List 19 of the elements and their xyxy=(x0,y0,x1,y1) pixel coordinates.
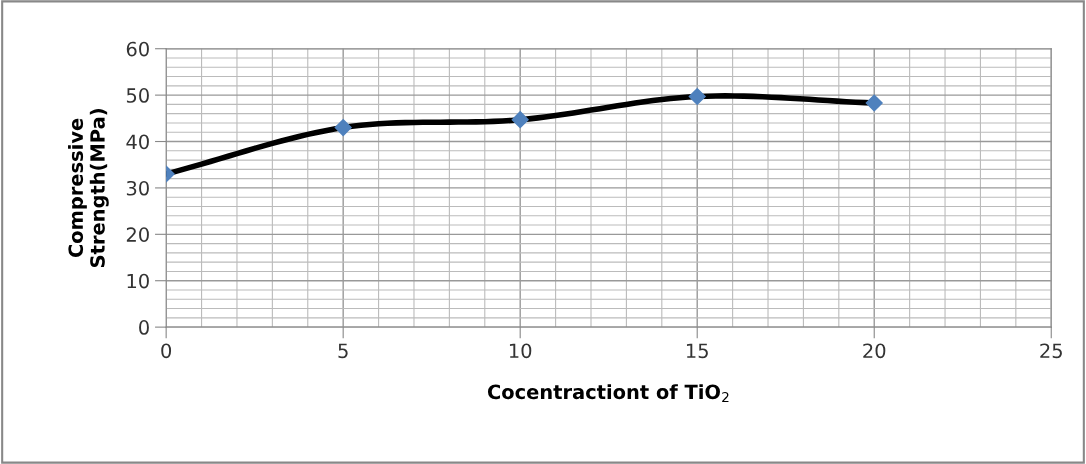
point xyxy=(511,111,529,129)
x-tick-label: 0 xyxy=(161,343,172,359)
x-axis-title: Cocentractiont of TiO$_{2}$ xyxy=(487,384,729,403)
y-tick-label: 50 xyxy=(126,88,149,103)
point xyxy=(334,119,352,137)
x-tick-label: 15 xyxy=(686,343,708,359)
y-tick-label: 60 xyxy=(126,41,149,57)
x-tick-label: 20 xyxy=(863,343,886,359)
point xyxy=(688,87,706,106)
x-tick-label: 5 xyxy=(338,343,348,359)
y-tick-label: 30 xyxy=(126,180,149,196)
y-axis-title: Compressive Strength(MPa) xyxy=(68,109,109,267)
point xyxy=(865,94,883,112)
y-tick-label: 0 xyxy=(139,320,149,335)
x-tick-label: 10 xyxy=(509,343,532,359)
y-tick-label: 40 xyxy=(126,134,149,150)
y-tick-label: 20 xyxy=(126,227,149,242)
y-tick-label: 10 xyxy=(127,273,149,289)
x-tick-label: 25 xyxy=(1040,343,1062,359)
